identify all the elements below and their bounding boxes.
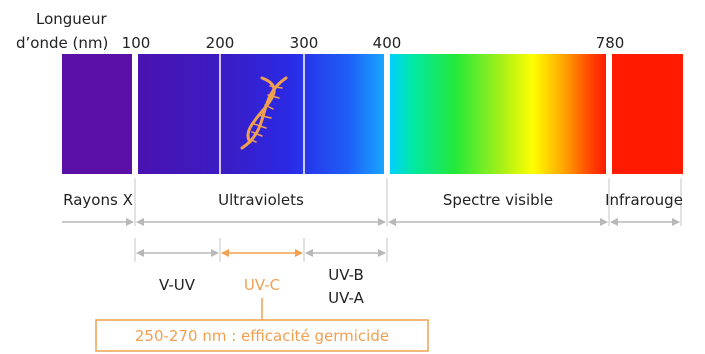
band-boundaries (134, 178, 682, 262)
xray-segment (62, 54, 132, 174)
sub-label-uva: UV-A (328, 289, 364, 307)
dna-helix-icon (240, 76, 288, 150)
tick-label-780: 780 (596, 34, 625, 52)
callout-box (95, 319, 429, 352)
spectrum-bar (62, 54, 683, 174)
tick-label-200: 200 (206, 34, 235, 52)
band-label-visible: Spectre visible (443, 191, 553, 209)
band-label-uv: Ultraviolets (218, 191, 304, 209)
axis-title-line2: d’onde (nm) (16, 34, 108, 52)
band-label-xray: Rayons X (63, 191, 133, 209)
tick-label-400: 400 (373, 34, 402, 52)
visible-segment (390, 54, 606, 174)
infrared-segment (612, 54, 683, 174)
band-label-infrared: Infrarouge (605, 191, 683, 209)
sub-label-uvc: UV-C (244, 276, 280, 294)
tick-label-100: 100 (122, 34, 151, 52)
axis-title-line1: Longueur (36, 10, 108, 28)
tick-label-300: 300 (290, 34, 319, 52)
callout-text: 250-270 nm : efficacité germicide (135, 327, 389, 345)
sub-label-uvb: UV-B (328, 266, 364, 284)
sub-label-vuv: V-UV (159, 276, 196, 294)
